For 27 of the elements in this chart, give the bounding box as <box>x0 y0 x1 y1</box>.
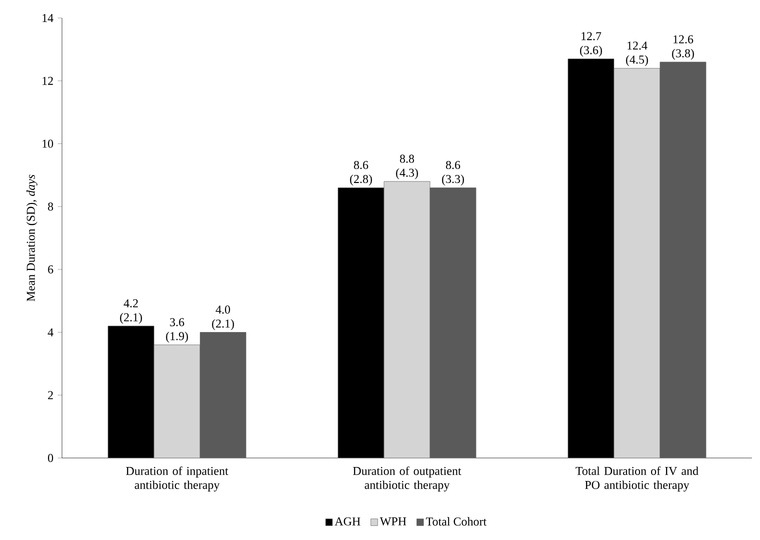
y-tick-label: 12 <box>42 76 53 85</box>
data-label: 12.7 (3.6) <box>580 32 602 57</box>
y-tick-label: 14 <box>42 14 54 22</box>
bar <box>384 181 430 458</box>
bar <box>154 344 200 458</box>
data-label: 4.0 (2.1) <box>212 306 234 330</box>
y-tick-label: 10 <box>42 140 54 148</box>
x-tick-label: Duration of outpatient antibiotic therapy <box>353 466 462 492</box>
y-tick-label: 8 <box>48 202 54 211</box>
data-label: 4.2 (2.1) <box>120 299 142 324</box>
y-axis-title: Mean Duration (SD), days <box>26 174 38 302</box>
legend-label: AGH <box>334 517 360 526</box>
data-label: 8.6 (3.3) <box>442 160 464 186</box>
y-tick-label: 2 <box>48 391 53 400</box>
data-label: 3.6 (1.9) <box>166 318 188 343</box>
y-tick-label: 6 <box>48 265 54 274</box>
bar <box>614 68 660 458</box>
x-tick-label: Duration of inpatient antibiotic therapy <box>126 466 228 492</box>
x-tick-label: Total Duration of IV and PO antibiotic therapy <box>576 466 698 492</box>
data-label: 12.4 (4.5) <box>626 42 648 66</box>
data-label: 8.8 (4.3) <box>396 154 418 180</box>
data-label: 12.6 (3.8) <box>672 35 694 60</box>
y-tick-label: 0 <box>48 454 54 462</box>
y-tick-label: 4 <box>48 328 54 336</box>
data-label: 8.6 (2.8) <box>350 160 372 186</box>
legend-label: WPH <box>380 517 406 526</box>
legend-label: Total Cohort <box>426 517 487 526</box>
